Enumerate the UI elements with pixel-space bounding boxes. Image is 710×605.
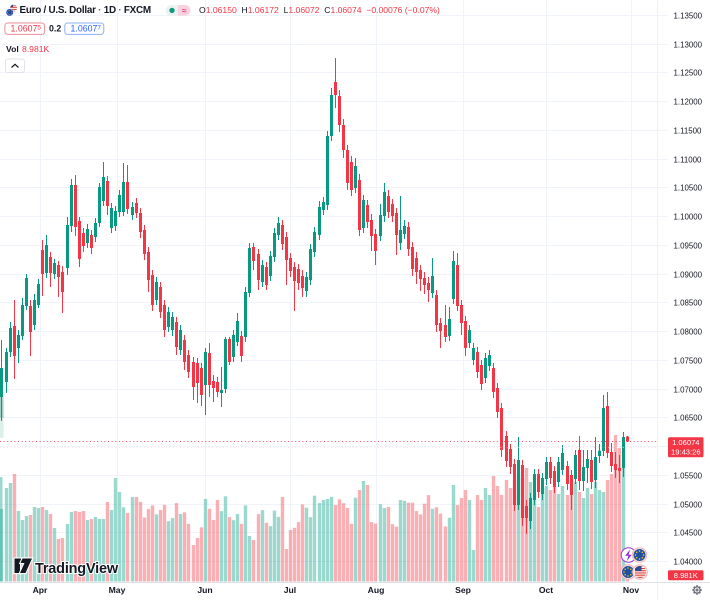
svg-text:May: May (109, 585, 126, 595)
svg-text:1.12000: 1.12000 (674, 97, 703, 106)
svg-text:Jul: Jul (284, 585, 296, 595)
svg-text:1.08000: 1.08000 (674, 327, 703, 336)
svg-text:≈: ≈ (182, 5, 187, 15)
svg-text:19:43:26: 19:43:26 (671, 448, 701, 457)
svg-text:8.981K: 8.981K (22, 44, 50, 54)
svg-text:Nov: Nov (623, 585, 639, 595)
svg-text:Apr: Apr (33, 585, 48, 595)
svg-text:1.12500: 1.12500 (674, 68, 703, 77)
svg-text:TradingView: TradingView (35, 561, 119, 577)
svg-text:1.06500: 1.06500 (674, 413, 703, 422)
svg-text:1.08500: 1.08500 (674, 298, 703, 307)
svg-text:1.09000: 1.09000 (674, 270, 703, 279)
svg-text:8.981K: 8.981K (674, 571, 698, 580)
svg-text:1.13000: 1.13000 (674, 40, 703, 49)
svg-text:1.05500: 1.05500 (674, 471, 703, 480)
svg-text:1.05000: 1.05000 (674, 500, 703, 509)
svg-text:Sep: Sep (455, 585, 471, 595)
svg-text:1.04000: 1.04000 (674, 557, 703, 566)
svg-text:1.06074: 1.06074 (672, 438, 699, 447)
svg-text:1.07500: 1.07500 (674, 356, 703, 365)
svg-text:Euro / U.S. Dollar · 1D · FXCM: Euro / U.S. Dollar · 1D · FXCM (20, 5, 151, 16)
svg-text:0.2: 0.2 (49, 24, 61, 34)
svg-text:1.04500: 1.04500 (674, 528, 703, 537)
svg-text:1.11500: 1.11500 (674, 126, 703, 135)
svg-text:Jun: Jun (197, 585, 212, 595)
svg-text:Vol: Vol (6, 44, 19, 54)
svg-text:Aug: Aug (368, 585, 385, 595)
svg-text:1.10000: 1.10000 (674, 212, 703, 221)
svg-text:O1.06150 H1.06172 L1.06072: O1.06150 H1.06172 L1.06072 C1.06074 −0.0… (199, 5, 440, 15)
svg-text:Oct: Oct (539, 585, 553, 595)
svg-text:1.09500: 1.09500 (674, 241, 703, 250)
svg-text:1.13500: 1.13500 (674, 11, 703, 20)
svg-text:1.06077: 1.06077 (71, 24, 102, 34)
svg-text:1.10500: 1.10500 (674, 183, 703, 192)
svg-text:1.06075: 1.06075 (11, 24, 42, 34)
svg-text:1.11000: 1.11000 (674, 155, 703, 164)
svg-text:1.07000: 1.07000 (674, 385, 703, 394)
